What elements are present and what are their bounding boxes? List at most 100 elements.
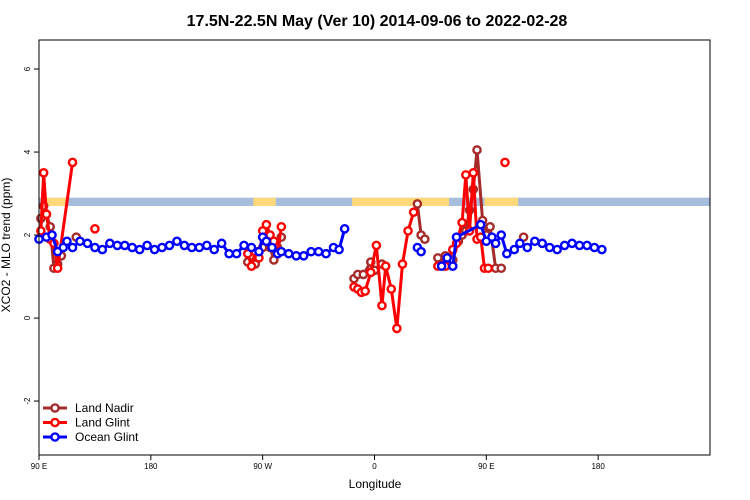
land-glint-point: [468, 167, 479, 178]
land-glint-point: [246, 261, 257, 271]
ocean-glint-point: [567, 238, 577, 249]
ocean-glint-point: [105, 238, 115, 249]
y-tick-label: 6: [23, 66, 32, 71]
land-glint-point: [52, 263, 63, 274]
ocean-glint-point: [339, 224, 350, 234]
ocean-glint-point: [529, 236, 540, 247]
land-glint-point: [67, 157, 78, 168]
land-glint-point: [500, 157, 510, 168]
land-glint-point: [90, 224, 100, 234]
ocean-glint-point: [209, 244, 220, 255]
x-axis: 90 E 180 90 W 0 90 E 180: [31, 455, 605, 471]
x-tick-label: 180: [144, 462, 158, 471]
ocean-glint-point: [164, 240, 175, 251]
ocean-glint-point: [552, 244, 562, 255]
ocean-glint-point: [298, 250, 309, 261]
ocean-glint-point: [149, 244, 160, 255]
ocean-glint-point: [62, 236, 72, 247]
land-glint-point: [41, 209, 52, 220]
y-tick-label: -2: [23, 397, 32, 405]
ocean-glint-point: [589, 242, 600, 253]
ocean-glint-point: [261, 236, 272, 247]
x-tick-label: 90 E: [478, 462, 494, 471]
ocean-glint-point: [201, 240, 212, 251]
ocean-glint-point: [276, 246, 287, 257]
chart-title: 17.5N-22.5N May (Ver 10) 2014-09-06 to 2…: [187, 13, 568, 30]
land-glint-point: [461, 170, 471, 180]
land-glint-point: [386, 284, 397, 294]
y-tick-label: 0: [23, 315, 32, 320]
x-tick-label: 90 E: [31, 462, 47, 471]
land-nadir-point: [485, 221, 495, 232]
ocean-glint-point: [134, 244, 145, 255]
ocean-glint-point: [187, 242, 197, 253]
ocean-glint-point: [436, 261, 447, 271]
land-glint-point: [38, 167, 49, 178]
x-axis-title: Longitude: [349, 477, 402, 491]
legend-item-ocean-glint: Ocean Glint: [43, 430, 139, 444]
ocean-glint-point: [490, 238, 501, 249]
ocean-glint-point: [321, 248, 331, 259]
legend-swatch-marker: [50, 403, 60, 413]
ocean-glint-point: [451, 232, 462, 242]
ocean-glint-point: [82, 238, 93, 249]
ocean-glint-point: [112, 240, 123, 251]
legend-swatch-marker: [50, 432, 60, 442]
land-nadir-point: [412, 199, 423, 209]
land-nadir-point: [420, 234, 430, 244]
ocean-glint-point: [502, 248, 512, 259]
land-glint-point: [360, 286, 370, 296]
ocean-glint-point: [334, 244, 344, 255]
y-tick-label: 2: [23, 232, 32, 237]
legend-label: Land Nadir: [75, 401, 134, 415]
legend-swatch-marker: [50, 417, 60, 428]
ocean-glint-point: [447, 261, 458, 271]
ocean-glint-point: [75, 236, 85, 247]
land-band-segment: [484, 197, 519, 206]
y-tick-label: 4: [23, 149, 32, 154]
land-glint-point: [403, 226, 413, 236]
land-nadir-point: [496, 263, 507, 274]
ocean-glint-point: [142, 240, 152, 251]
series-ocean-glint: [34, 219, 607, 271]
ocean-glint-point: [267, 242, 277, 253]
ocean-glint-point: [537, 238, 548, 249]
ocean-glint-point: [254, 246, 264, 257]
ocean-glint-point: [224, 248, 234, 259]
land-glint-point: [457, 217, 467, 228]
land-glint-point: [276, 221, 287, 232]
ocean-glint-point: [597, 244, 607, 255]
land-glint-point: [483, 263, 493, 274]
ocean-glint-point: [119, 240, 130, 251]
ocean-glint-point: [194, 242, 205, 253]
ocean-glint-point: [496, 230, 507, 240]
ocean-glint-point: [97, 244, 108, 255]
y-axis-title: XCO2 - MLO trend (ppm): [0, 178, 13, 313]
land-glint-point: [36, 226, 46, 236]
land-band-segment: [352, 197, 450, 206]
ocean-glint-point: [559, 240, 570, 251]
x-tick-label: 0: [372, 462, 377, 471]
x-tick-label: 180: [591, 462, 605, 471]
x-tick-label: 90 W: [253, 462, 272, 471]
ocean-glint-point: [67, 242, 78, 253]
ocean-glint-point: [172, 236, 182, 247]
ocean-glint-point: [179, 240, 190, 251]
ocean-glint-point: [544, 242, 555, 253]
series-layer: [34, 145, 607, 334]
land-band-segment: [40, 197, 67, 206]
land-ocean-mask-band: [39, 197, 710, 206]
land-glint-point: [392, 323, 402, 334]
land-band-segment: [253, 197, 276, 206]
ocean-glint-point: [313, 246, 324, 257]
ocean-glint-point: [216, 238, 227, 249]
ocean-glint-point: [582, 240, 592, 251]
ocean-glint-point: [246, 242, 257, 253]
legend-label: Land Glint: [75, 416, 130, 430]
land-glint-point: [377, 300, 387, 311]
legend-label: Ocean Glint: [75, 430, 139, 444]
ocean-glint-point: [522, 242, 533, 253]
ocean-glint-point: [231, 248, 242, 259]
ocean-glint-point: [475, 219, 486, 230]
